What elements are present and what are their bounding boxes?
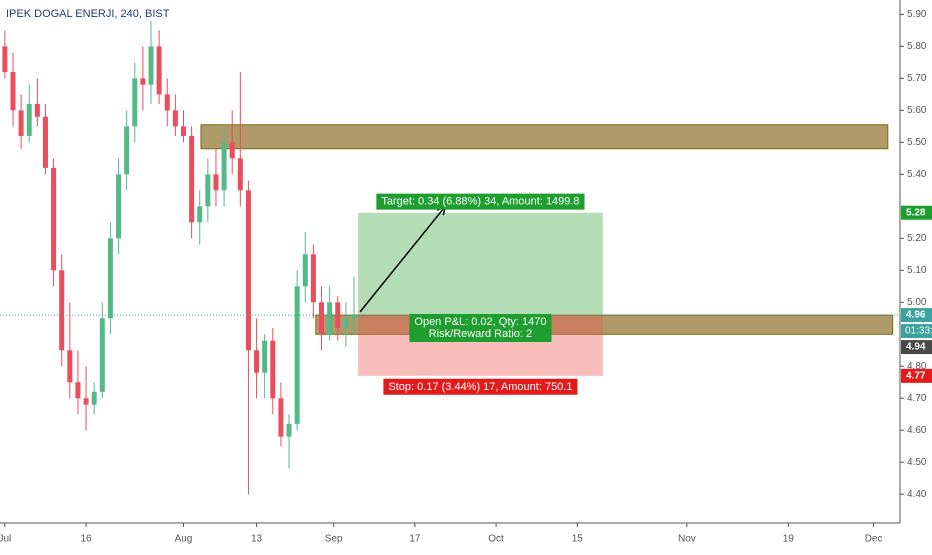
arrow-line — [359, 205, 446, 313]
candle-body — [67, 350, 73, 383]
candle-body — [124, 126, 130, 175]
candle-body — [2, 46, 8, 72]
x-tick-label: Aug — [175, 534, 193, 545]
candle-body — [83, 398, 89, 405]
candle-body — [205, 174, 211, 207]
candle-body — [237, 158, 243, 191]
y-tick-label: 5.80 — [907, 41, 927, 52]
x-tick-label: 17 — [409, 534, 421, 545]
candle-body — [99, 318, 105, 392]
candle-body — [278, 398, 284, 437]
candle-body — [335, 302, 341, 328]
price-badge — [901, 308, 932, 323]
candle-body — [132, 78, 138, 127]
x-tick-label: Dec — [865, 534, 883, 545]
x-tick-label: Sep — [325, 534, 343, 545]
y-tick-label: 4.80 — [907, 361, 927, 372]
y-tick-label: 5.60 — [907, 105, 927, 116]
candle-body — [148, 46, 154, 85]
x-tick-label: 13 — [251, 534, 263, 545]
y-tick-label: 5.20 — [907, 233, 927, 244]
pnl-box — [409, 313, 552, 342]
candle-body — [116, 174, 122, 239]
x-tick-label: 19 — [783, 534, 795, 545]
stop-label: Stop: 0.17 (3.44%) 17, Amount: 750.1 — [388, 381, 572, 393]
candle-body — [229, 142, 235, 159]
candle-body — [172, 110, 178, 127]
candle-body — [262, 340, 268, 373]
candle-body — [10, 71, 16, 111]
target-area — [358, 212, 603, 316]
candle-body — [270, 340, 276, 399]
candle-body — [156, 46, 162, 95]
y-tick-label: 5.00 — [907, 297, 927, 308]
chart-title: IPEK DOGAL ENERJI, 240, BIST — [6, 8, 170, 20]
rr-label: Risk/Reward Ratio: 2 — [429, 328, 532, 340]
y-tick-label: 5.10 — [907, 265, 927, 276]
y-tick-label: 5.70 — [907, 73, 927, 84]
candle-body — [319, 302, 325, 335]
y-tick-label: 4.40 — [907, 489, 927, 500]
price-badge — [901, 340, 932, 355]
candle-body — [254, 350, 260, 373]
stop-label-box — [383, 378, 578, 395]
candle-body — [140, 78, 146, 85]
candle-body — [189, 135, 195, 223]
candle-body — [18, 110, 24, 136]
price-badge-label: 4.77 — [906, 370, 926, 381]
candle-body — [213, 174, 219, 191]
target-label-box — [376, 193, 585, 210]
y-tick-label: 5.40 — [907, 169, 927, 180]
y-tick-label: 5.90 — [907, 9, 927, 20]
x-tick-label: Jul — [0, 534, 11, 545]
candle-body — [351, 315, 357, 319]
y-tick-label: 4.50 — [907, 457, 927, 468]
pnl-label: Open P&L: 0.02, Qty: 1470 — [414, 316, 546, 328]
position-layer: Target: 0.34 (6.88%) 34, Amount: 1499.8 S… — [0, 193, 900, 395]
x-tick-label: 15 — [572, 534, 584, 545]
candle-body — [51, 167, 57, 271]
candle-body — [221, 142, 227, 191]
price-badge-label: 4.94 — [906, 342, 926, 353]
candle-body — [180, 126, 186, 136]
candle-body — [42, 116, 48, 168]
countdown-label: 01:33: — [905, 326, 932, 337]
candle-body — [286, 423, 292, 437]
x-tick-label: 16 — [80, 534, 92, 545]
y-tick-label: 4.70 — [907, 393, 927, 404]
candle-body — [327, 302, 333, 335]
candle-body — [302, 254, 308, 287]
candle-body — [75, 382, 81, 399]
x-tick-label: Oct — [488, 534, 504, 545]
price-badge — [901, 205, 932, 220]
candles-layer — [2, 20, 357, 495]
price-badge-label: 5.28 — [906, 207, 926, 218]
target-label: Target: 0.34 (6.88%) 34, Amount: 1499.8 — [381, 196, 579, 208]
candle-body — [107, 238, 113, 319]
price-badge-label: 4.96 — [906, 310, 926, 321]
x-tick-label: Nov — [678, 534, 696, 545]
price-badge — [901, 368, 932, 383]
countdown-badge — [901, 324, 932, 339]
y-tick-label: 4.60 — [907, 425, 927, 436]
candle-body — [26, 103, 32, 136]
candle-body — [91, 391, 97, 405]
axes-layer: 5.90 5.80 5.70 5.60 5.50 5.40 5.20 5.10 5.00 4.80… — [0, 9, 932, 545]
candle-body — [245, 190, 251, 351]
zone — [200, 124, 889, 150]
candle-body — [310, 254, 316, 303]
candle-body — [294, 286, 300, 424]
candle-body — [343, 318, 349, 328]
candle-body — [164, 94, 170, 111]
candle-body — [34, 103, 40, 117]
candle-body — [59, 270, 65, 351]
candle-body — [197, 206, 203, 223]
y-tick-label: 5.50 — [907, 137, 927, 148]
